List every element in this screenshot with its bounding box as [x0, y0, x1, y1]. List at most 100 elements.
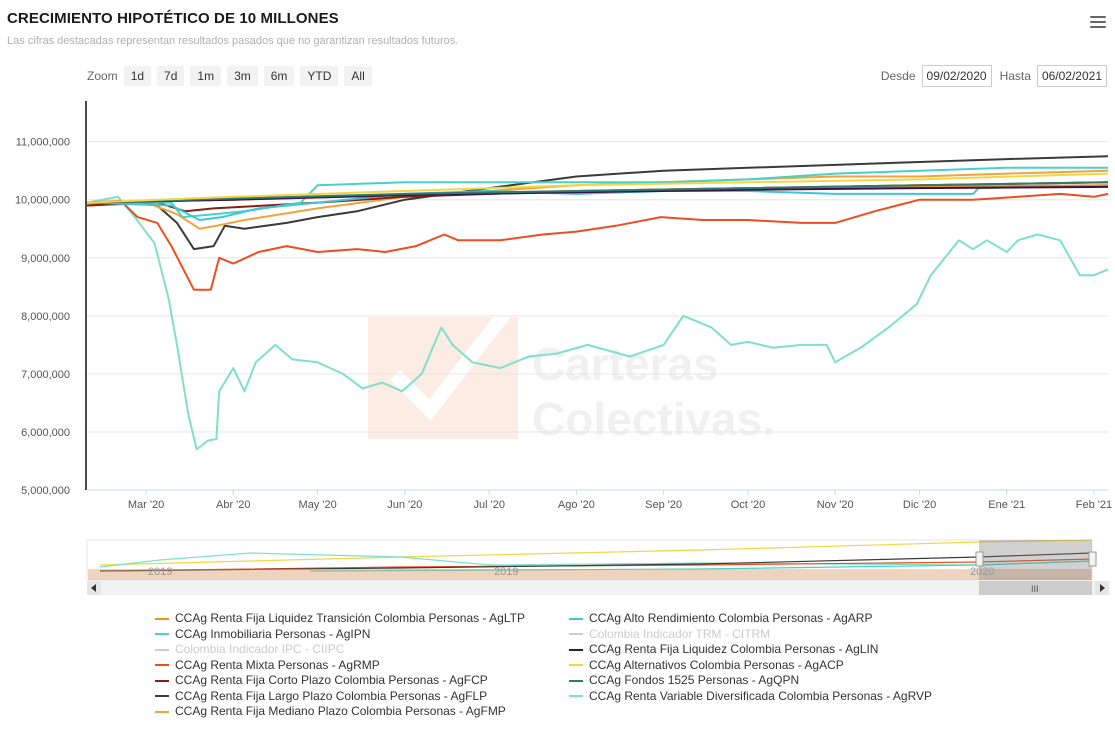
zoom-3m-button[interactable]: 3m	[227, 66, 258, 86]
legend-item-AgFMP[interactable]: CCAg Renta Fija Mediano Plazo Colombia P…	[155, 704, 525, 720]
watermark-line2: Colectivas.	[532, 393, 775, 445]
series-line-AgARP[interactable]	[86, 184, 1109, 221]
chart-title: CRECIMIENTO HIPOTÉTICO DE 10 MILLONES	[7, 10, 339, 27]
legend-symbol	[155, 679, 169, 682]
legend-column-right: CCAg Alto Rendimiento Colombia Personas …	[569, 611, 932, 704]
zoom-label: Zoom	[87, 69, 118, 83]
scrollbar-thumb[interactable]	[979, 581, 1092, 595]
legend-item-AgLTP[interactable]: CCAg Renta Fija Liquidez Transición Colo…	[155, 611, 525, 627]
legend-symbol	[569, 617, 583, 620]
zoom-all-button[interactable]: All	[344, 66, 372, 86]
legend-symbol	[569, 633, 583, 636]
legend-label: CCAg Inmobiliaria Personas - AgIPN	[175, 626, 371, 641]
x-tick-label: Mar '20	[128, 499, 164, 511]
zoom-7d-button[interactable]: 7d	[157, 66, 185, 86]
x-tick-label: Jun '20	[387, 499, 422, 511]
x-tick-label: Oct '20	[731, 499, 766, 511]
zoom-bar: Zoom 1d 7d 1m 3m 6m YTD All	[87, 66, 378, 86]
legend-item-AgQPN[interactable]: CCAg Fondos 1525 Personas - AgQPN	[569, 673, 932, 689]
legend-item-CIIPC[interactable]: Colombia Indicador IPC - CIIPC	[155, 642, 525, 658]
x-tick-label: May '20	[299, 499, 337, 511]
series-line-AgACP[interactable]	[86, 172, 1109, 204]
legend-symbol	[155, 695, 169, 698]
legend-label: CCAg Fondos 1525 Personas - AgQPN	[589, 673, 800, 687]
zoom-ytd-button[interactable]: YTD	[300, 66, 339, 86]
y-tick-label: 6,000,000	[21, 427, 70, 439]
legend-item-AgFLP[interactable]: CCAg Renta Fija Largo Plazo Colombia Per…	[155, 689, 525, 705]
y-tick-label: 9,000,000	[21, 253, 70, 265]
arrow-left-icon	[91, 584, 96, 592]
navigator-right-handle[interactable]	[1088, 551, 1097, 567]
navigator-line	[99, 558, 1093, 572]
legend-item-CITRM[interactable]: Colombia Indicador TRM - CITRM	[569, 627, 932, 643]
series-line-AgIPN[interactable]	[87, 166, 1108, 219]
to-label: Hasta	[999, 69, 1031, 83]
legend-item-AgLIN[interactable]: CCAg Renta Fija Liquidez Colombia Person…	[569, 642, 932, 658]
from-date-input[interactable]: 09/02/2020	[921, 65, 992, 87]
y-tick-label: 11,000,000	[16, 137, 70, 149]
y-tick-label: 5,000,000	[21, 485, 70, 497]
scrollbar-grip-icon: III	[1031, 584, 1039, 594]
legend-symbol	[155, 633, 169, 636]
chart-area: Carteras Colectivas. 5,000,000 6,000,000 7…	[15, 101, 1112, 595]
legend-label: CCAg Renta Fija Liquidez Transición Colo…	[175, 611, 525, 625]
legend-item-AgRVP[interactable]: CCAg Renta Variable Diversificada Colomb…	[569, 689, 932, 705]
navigator-line	[99, 552, 1093, 568]
series-line-AgFLP[interactable]	[86, 155, 1109, 251]
x-tick-label: Jul '20	[473, 499, 504, 511]
legend-symbol	[155, 617, 169, 620]
to-date-input[interactable]: 06/02/2021	[1036, 65, 1107, 87]
x-tick-label: Abr '20	[216, 499, 251, 511]
legend-column-left: CCAg Renta Fija Liquidez Transición Colo…	[155, 611, 525, 720]
watermark: Carteras Colectivas.	[368, 295, 775, 445]
legend-item-AgACP[interactable]: CCAg Alternativos Colombia Personas - Ag…	[569, 658, 932, 674]
series-line-AgRMP[interactable]	[86, 192, 1109, 291]
y-tick-label: 7,000,000	[21, 369, 70, 381]
from-label: Desde	[880, 69, 916, 83]
navigator-frame	[86, 539, 1093, 581]
legend-label: CCAg Renta Fija Largo Plazo Colombia Per…	[175, 688, 488, 703]
navigator[interactable]: 2019 2019 2020 III	[86, 539, 1109, 595]
legend-label: Colombia Indicador TRM - CITRM	[589, 626, 771, 641]
navigator-label: 2019	[148, 566, 172, 578]
legend-symbol	[155, 710, 169, 713]
navigator-label: 2020	[970, 566, 994, 578]
x-axis: Mar '20 Abr '20 May '20 Jun '20 Jul '20 Ago '…	[87, 489, 1112, 511]
arrow-right-icon	[1100, 584, 1105, 592]
legend-item-AgFCP[interactable]: CCAg Renta Fija Corto Plazo Colombia Per…	[155, 673, 525, 689]
navigator-line	[309, 560, 1093, 572]
legend-label: Colombia Indicador IPC - CIIPC	[175, 642, 345, 656]
zoom-1m-button[interactable]: 1m	[190, 66, 222, 86]
series-line-AgQPN[interactable]	[86, 181, 1109, 204]
series-line-AgLIN[interactable]	[86, 185, 1109, 204]
y-axis: 5,000,000 6,000,000 7,000,000 8,000,000 9,00…	[15, 137, 70, 497]
watermark-logo	[368, 317, 518, 439]
navigator-area	[88, 569, 1091, 580]
y-tick-label: 10,000,000	[15, 195, 70, 207]
scrollbar-track[interactable]	[87, 581, 1109, 595]
watermark-line1: Carteras	[532, 338, 719, 390]
legend-symbol	[155, 664, 169, 667]
legend-symbol	[569, 664, 583, 667]
series-lines	[86, 155, 1109, 451]
navigator-line	[99, 539, 1093, 566]
chart-subtitle: Las cifras destacadas representan result…	[7, 35, 459, 47]
legend-item-AgARP[interactable]: CCAg Alto Rendimiento Colombia Personas …	[569, 611, 932, 627]
x-tick-label: Ene '21	[988, 499, 1025, 511]
x-tick-label: Feb '21	[1076, 499, 1112, 511]
legend-symbol	[569, 679, 583, 682]
legend-label: CCAg Alto Rendimiento Colombia Personas …	[589, 611, 873, 625]
legend-item-AgRMP[interactable]: CCAg Renta Mixta Personas - AgRMP	[155, 658, 525, 674]
menu-icon[interactable]	[1090, 16, 1106, 30]
legend-symbol	[569, 695, 583, 698]
x-tick-label: Sep '20	[645, 499, 682, 511]
navigator-label: 2019	[494, 566, 518, 578]
legend-item-AgIPN[interactable]: CCAg Inmobiliaria Personas - AgIPN	[155, 627, 525, 643]
navigator-left-handle[interactable]	[975, 551, 984, 567]
zoom-1d-button[interactable]: 1d	[123, 66, 152, 86]
legend-label: CCAg Renta Fija Corto Plazo Colombia Per…	[175, 673, 488, 687]
navigator-selection[interactable]	[979, 540, 1092, 580]
series-line-AgRVP[interactable]	[86, 195, 1109, 451]
date-range: Desde 09/02/2020 Hasta 06/02/2021	[873, 65, 1107, 87]
zoom-6m-button[interactable]: 6m	[263, 66, 295, 86]
